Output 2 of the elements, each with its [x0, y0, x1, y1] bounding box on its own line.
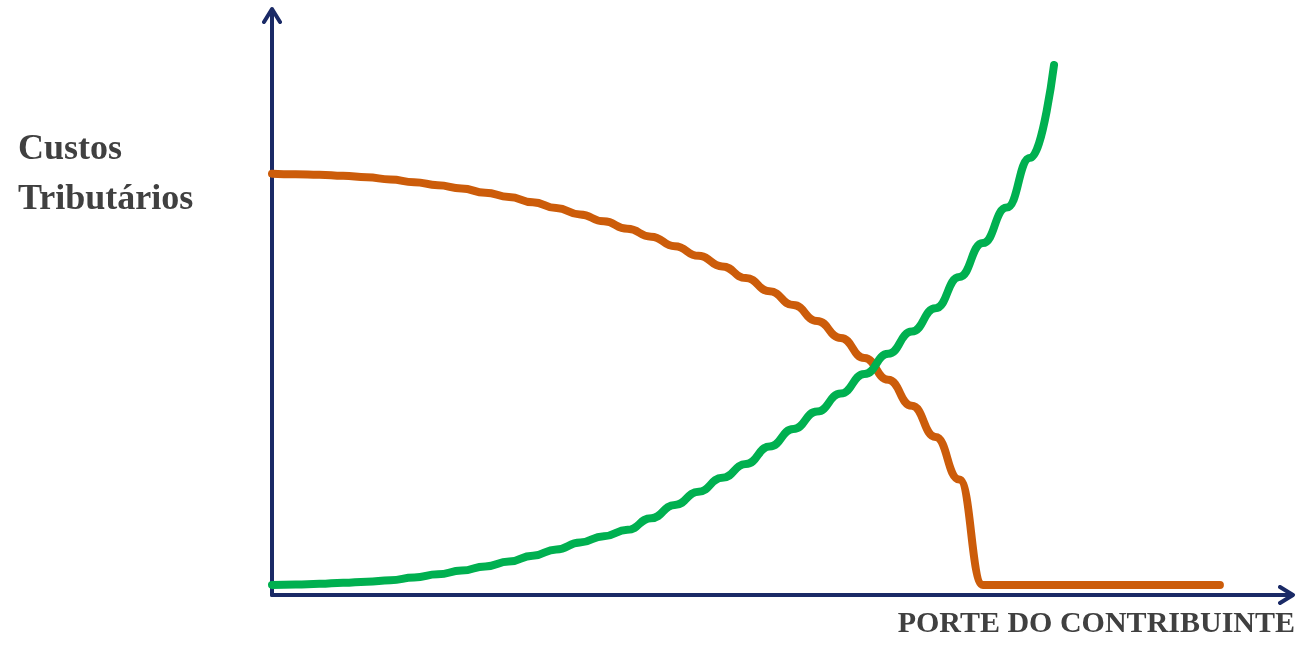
x-axis-title: PORTE DO CONTRIBUINTE — [897, 604, 1295, 638]
y-axis-title: Custos Tributários — [18, 127, 194, 217]
